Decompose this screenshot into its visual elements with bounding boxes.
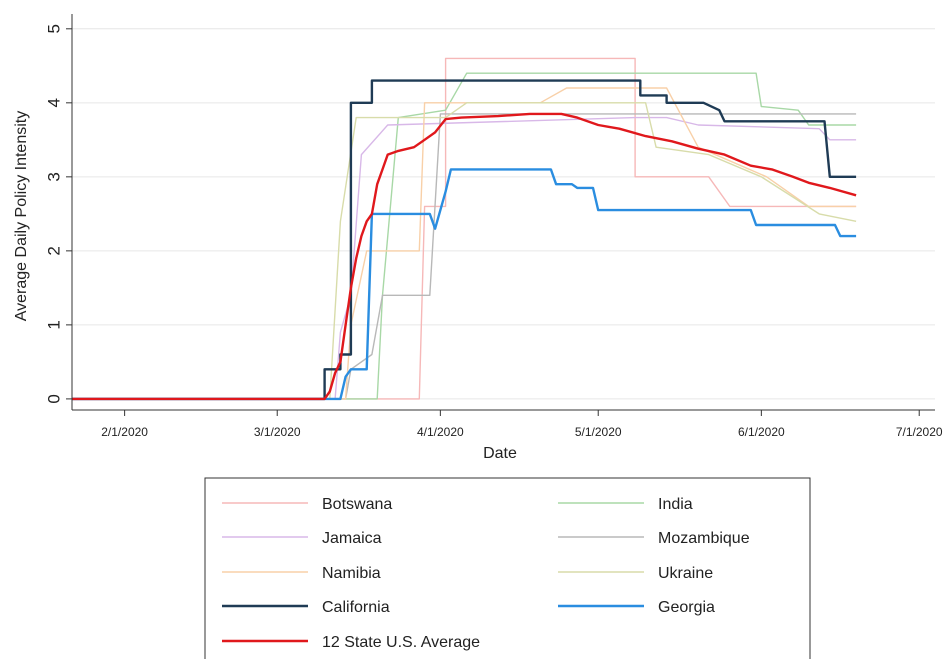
legend-label: Ukraine [658, 565, 713, 582]
series-line-mozambique [72, 113, 857, 400]
legend-label: Namibia [322, 565, 381, 582]
x-tick-label: 7/1/2020 [896, 425, 943, 439]
legend-label: Botswana [322, 496, 392, 513]
legend-box [204, 477, 811, 659]
y-axis-title: Average Daily Policy Intensity [13, 111, 30, 321]
x-tick-label: 3/1/2020 [254, 425, 301, 439]
series-line-botswana [72, 57, 857, 400]
series-lines [72, 57, 857, 401]
x-tick-label: 5/1/2020 [575, 425, 622, 439]
x-axis-title: Date [483, 445, 517, 462]
legend-label: 12 State U.S. Average [322, 634, 480, 651]
series-line-jamaica [72, 116, 857, 400]
y-tick-label: 1 [45, 320, 64, 329]
y-tick-label: 3 [45, 172, 64, 181]
series-line-california [72, 79, 857, 401]
axes: 0 1 2 3 4 5 2/1/2020 3/1/2020 4/1/2020 5/1/2020 6/… [45, 14, 943, 439]
y-tick-label: 5 [45, 24, 64, 33]
legend-label: California [322, 599, 390, 616]
series-line-india [72, 72, 857, 400]
gridlines [72, 28, 935, 400]
x-tick-label: 6/1/2020 [738, 425, 785, 439]
legend: Botswana India Jamaica Mozambique Namibia Ukr… [204, 477, 811, 659]
series-line-georgia [72, 168, 857, 401]
legend-label: India [658, 496, 693, 513]
y-tick-label: 4 [45, 98, 64, 107]
series-line-namibia [72, 87, 857, 400]
legend-label: Jamaica [322, 530, 382, 547]
x-tick-label: 2/1/2020 [101, 425, 148, 439]
y-tick-label: 0 [45, 394, 64, 403]
series-line-12-state-u-s-average [72, 112, 857, 401]
y-tick-label: 2 [45, 246, 64, 255]
legend-label: Mozambique [658, 530, 750, 547]
legend-label: Georgia [658, 599, 715, 616]
x-tick-label: 4/1/2020 [417, 425, 464, 439]
series-line-ukraine [72, 102, 857, 400]
